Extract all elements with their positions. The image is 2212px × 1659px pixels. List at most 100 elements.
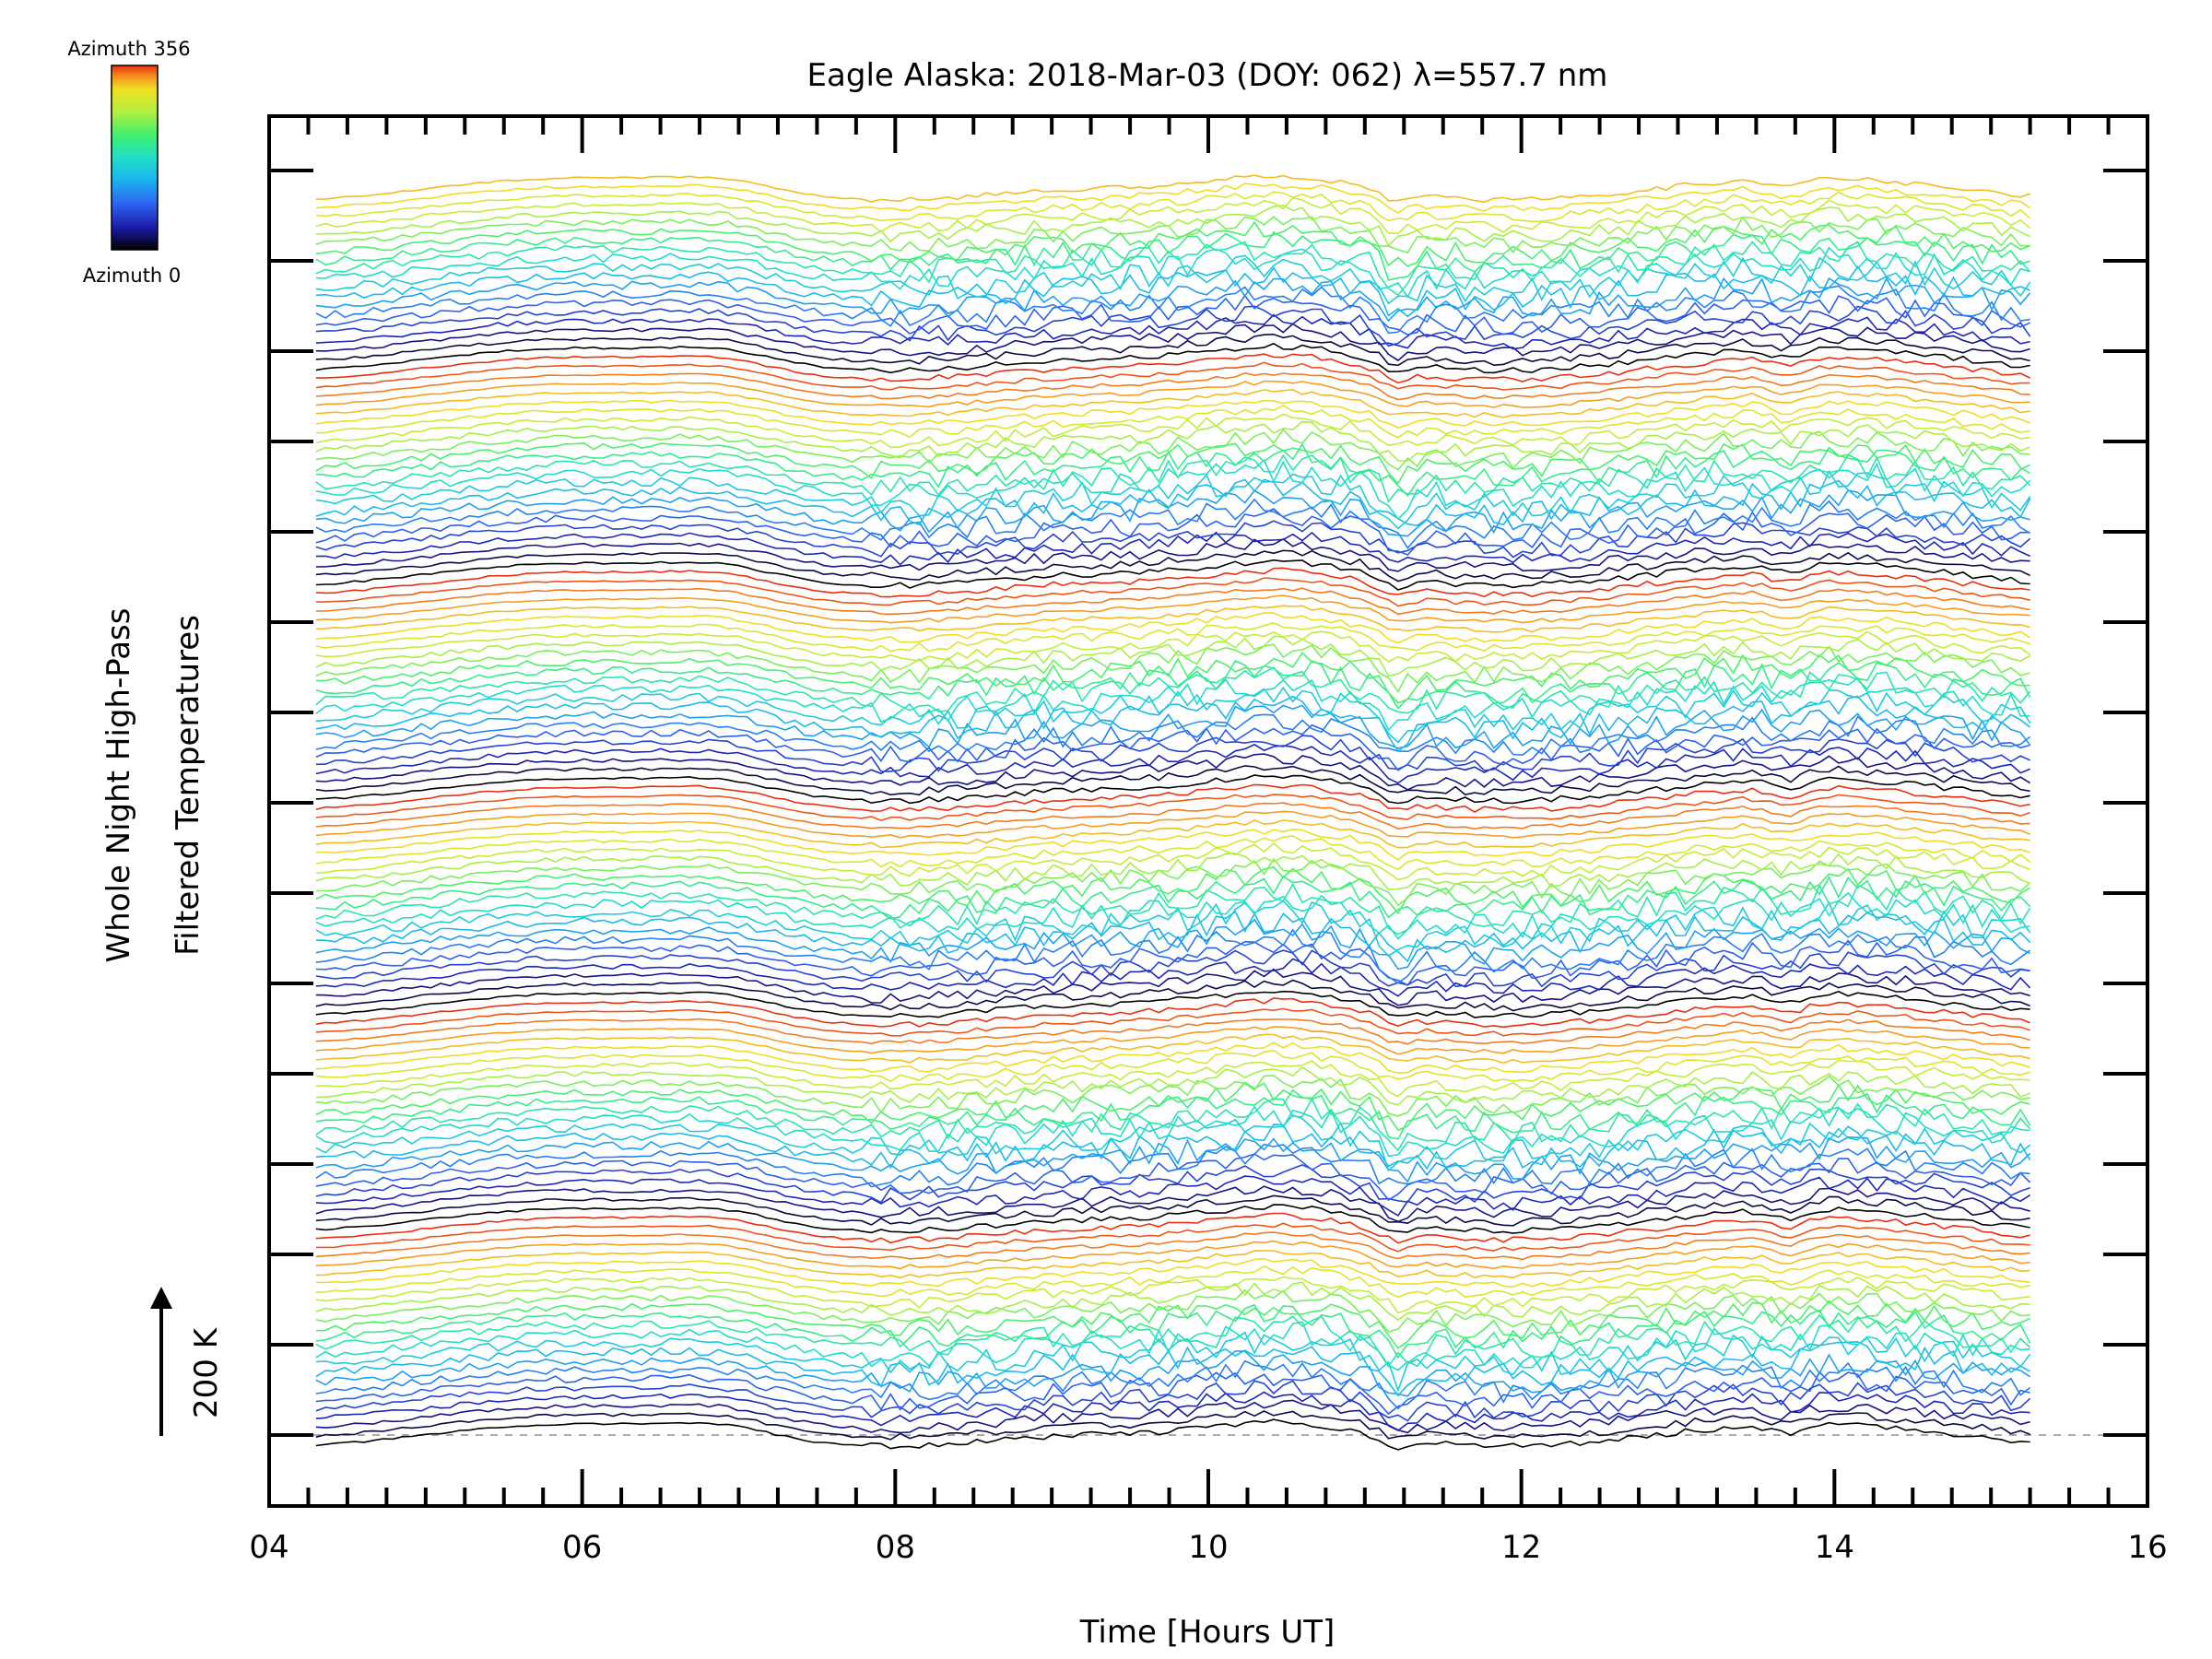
series-line xyxy=(315,1380,2031,1422)
series-line xyxy=(315,1081,2030,1132)
series-line xyxy=(315,531,2030,566)
series-line xyxy=(315,605,2030,633)
series-line xyxy=(315,1033,2030,1065)
series-line xyxy=(315,866,2031,915)
series-line xyxy=(315,1204,2030,1234)
series-line xyxy=(315,1105,2030,1158)
series-line xyxy=(315,204,2030,247)
series-line xyxy=(315,399,2030,429)
series-line xyxy=(315,695,2031,753)
series-line xyxy=(315,231,2030,281)
series-line xyxy=(315,1281,2030,1322)
series-line xyxy=(315,371,2030,401)
series-line xyxy=(315,285,2030,335)
series-line xyxy=(315,428,2030,471)
series-line xyxy=(315,1359,2031,1410)
series-line xyxy=(315,587,2030,616)
x-axis-title: Time [Hours UT] xyxy=(1079,1614,1335,1651)
series-line xyxy=(315,1399,2030,1434)
series-line xyxy=(315,939,2030,986)
series-line xyxy=(315,1041,2030,1074)
series-line xyxy=(315,651,2030,704)
series-lines xyxy=(315,174,2031,1451)
series-line xyxy=(315,928,2031,984)
x-tick-label: 10 xyxy=(1188,1529,1228,1566)
series-line xyxy=(315,810,2030,839)
series-line xyxy=(315,753,2031,791)
series-line xyxy=(315,1175,2031,1217)
series-line xyxy=(315,1250,2030,1279)
series-line xyxy=(315,853,2030,890)
series-line xyxy=(315,622,2030,653)
series-line xyxy=(315,458,2031,521)
series-line xyxy=(315,802,2030,830)
series-line xyxy=(315,1018,2030,1045)
series-line xyxy=(315,891,2030,940)
colorbar-top-label: Azimuth 356 xyxy=(67,38,190,60)
series-line xyxy=(315,990,2030,1018)
series-line xyxy=(315,1276,2030,1314)
series-line xyxy=(315,333,2030,367)
series-line xyxy=(315,1231,2030,1261)
series-line xyxy=(315,520,2031,559)
x-tick-label: 16 xyxy=(2127,1529,2167,1566)
series-line xyxy=(315,577,2030,607)
series-line xyxy=(315,380,2030,408)
series-line xyxy=(315,182,2031,215)
series-line xyxy=(315,1135,2031,1183)
series-line xyxy=(315,1410,2030,1441)
series-line xyxy=(315,549,2030,582)
series-line xyxy=(315,979,2030,1012)
series-line xyxy=(315,612,2031,644)
y-axis-title-line2: Filtered Temperatures xyxy=(170,615,206,956)
series-line xyxy=(315,635,2030,677)
series-line xyxy=(315,305,2031,347)
series-line xyxy=(315,1049,2030,1083)
series-line xyxy=(315,1164,2030,1204)
series-line xyxy=(315,783,2030,814)
series-line xyxy=(315,841,2030,881)
series-line xyxy=(315,1222,2030,1253)
series-line xyxy=(315,1026,2030,1055)
series-line xyxy=(315,819,2030,849)
series-line xyxy=(315,1257,2030,1288)
series-line xyxy=(315,420,2030,462)
series-line xyxy=(315,174,2030,204)
series-line xyxy=(315,765,2030,796)
series-line xyxy=(315,1074,2030,1117)
series-line xyxy=(315,537,2030,572)
series-line xyxy=(315,196,2031,235)
series-line xyxy=(315,1088,2031,1140)
series-line xyxy=(315,1124,2031,1171)
series-line xyxy=(315,508,2030,556)
series-line xyxy=(315,774,2030,805)
series-line xyxy=(315,666,2031,714)
series-line xyxy=(315,342,2030,374)
series-line xyxy=(315,469,2031,530)
series-line xyxy=(315,1097,2031,1152)
x-tick-label: 14 xyxy=(1815,1529,1854,1566)
series-line xyxy=(315,1371,2030,1416)
series-line xyxy=(315,594,2030,624)
series-line xyxy=(315,997,2030,1029)
series-line xyxy=(315,918,2030,971)
x-tick-label: 04 xyxy=(249,1529,288,1566)
series-line xyxy=(315,659,2031,710)
series-line xyxy=(315,900,2031,958)
series-line xyxy=(315,875,2031,920)
series-line xyxy=(315,220,2030,267)
series-line xyxy=(315,404,2030,439)
series-line xyxy=(315,828,2030,861)
series-line xyxy=(315,1300,2030,1349)
series-line xyxy=(315,388,2030,418)
series-line xyxy=(315,1350,2031,1397)
series-line xyxy=(315,567,2030,598)
series-line xyxy=(315,276,2031,323)
series-line xyxy=(315,1194,2030,1227)
series-line xyxy=(315,1065,2030,1106)
series-line xyxy=(315,1321,2030,1371)
series-line xyxy=(315,1240,2030,1270)
series-line xyxy=(315,478,2031,527)
series-line xyxy=(315,724,2030,771)
series-line xyxy=(315,254,2031,305)
